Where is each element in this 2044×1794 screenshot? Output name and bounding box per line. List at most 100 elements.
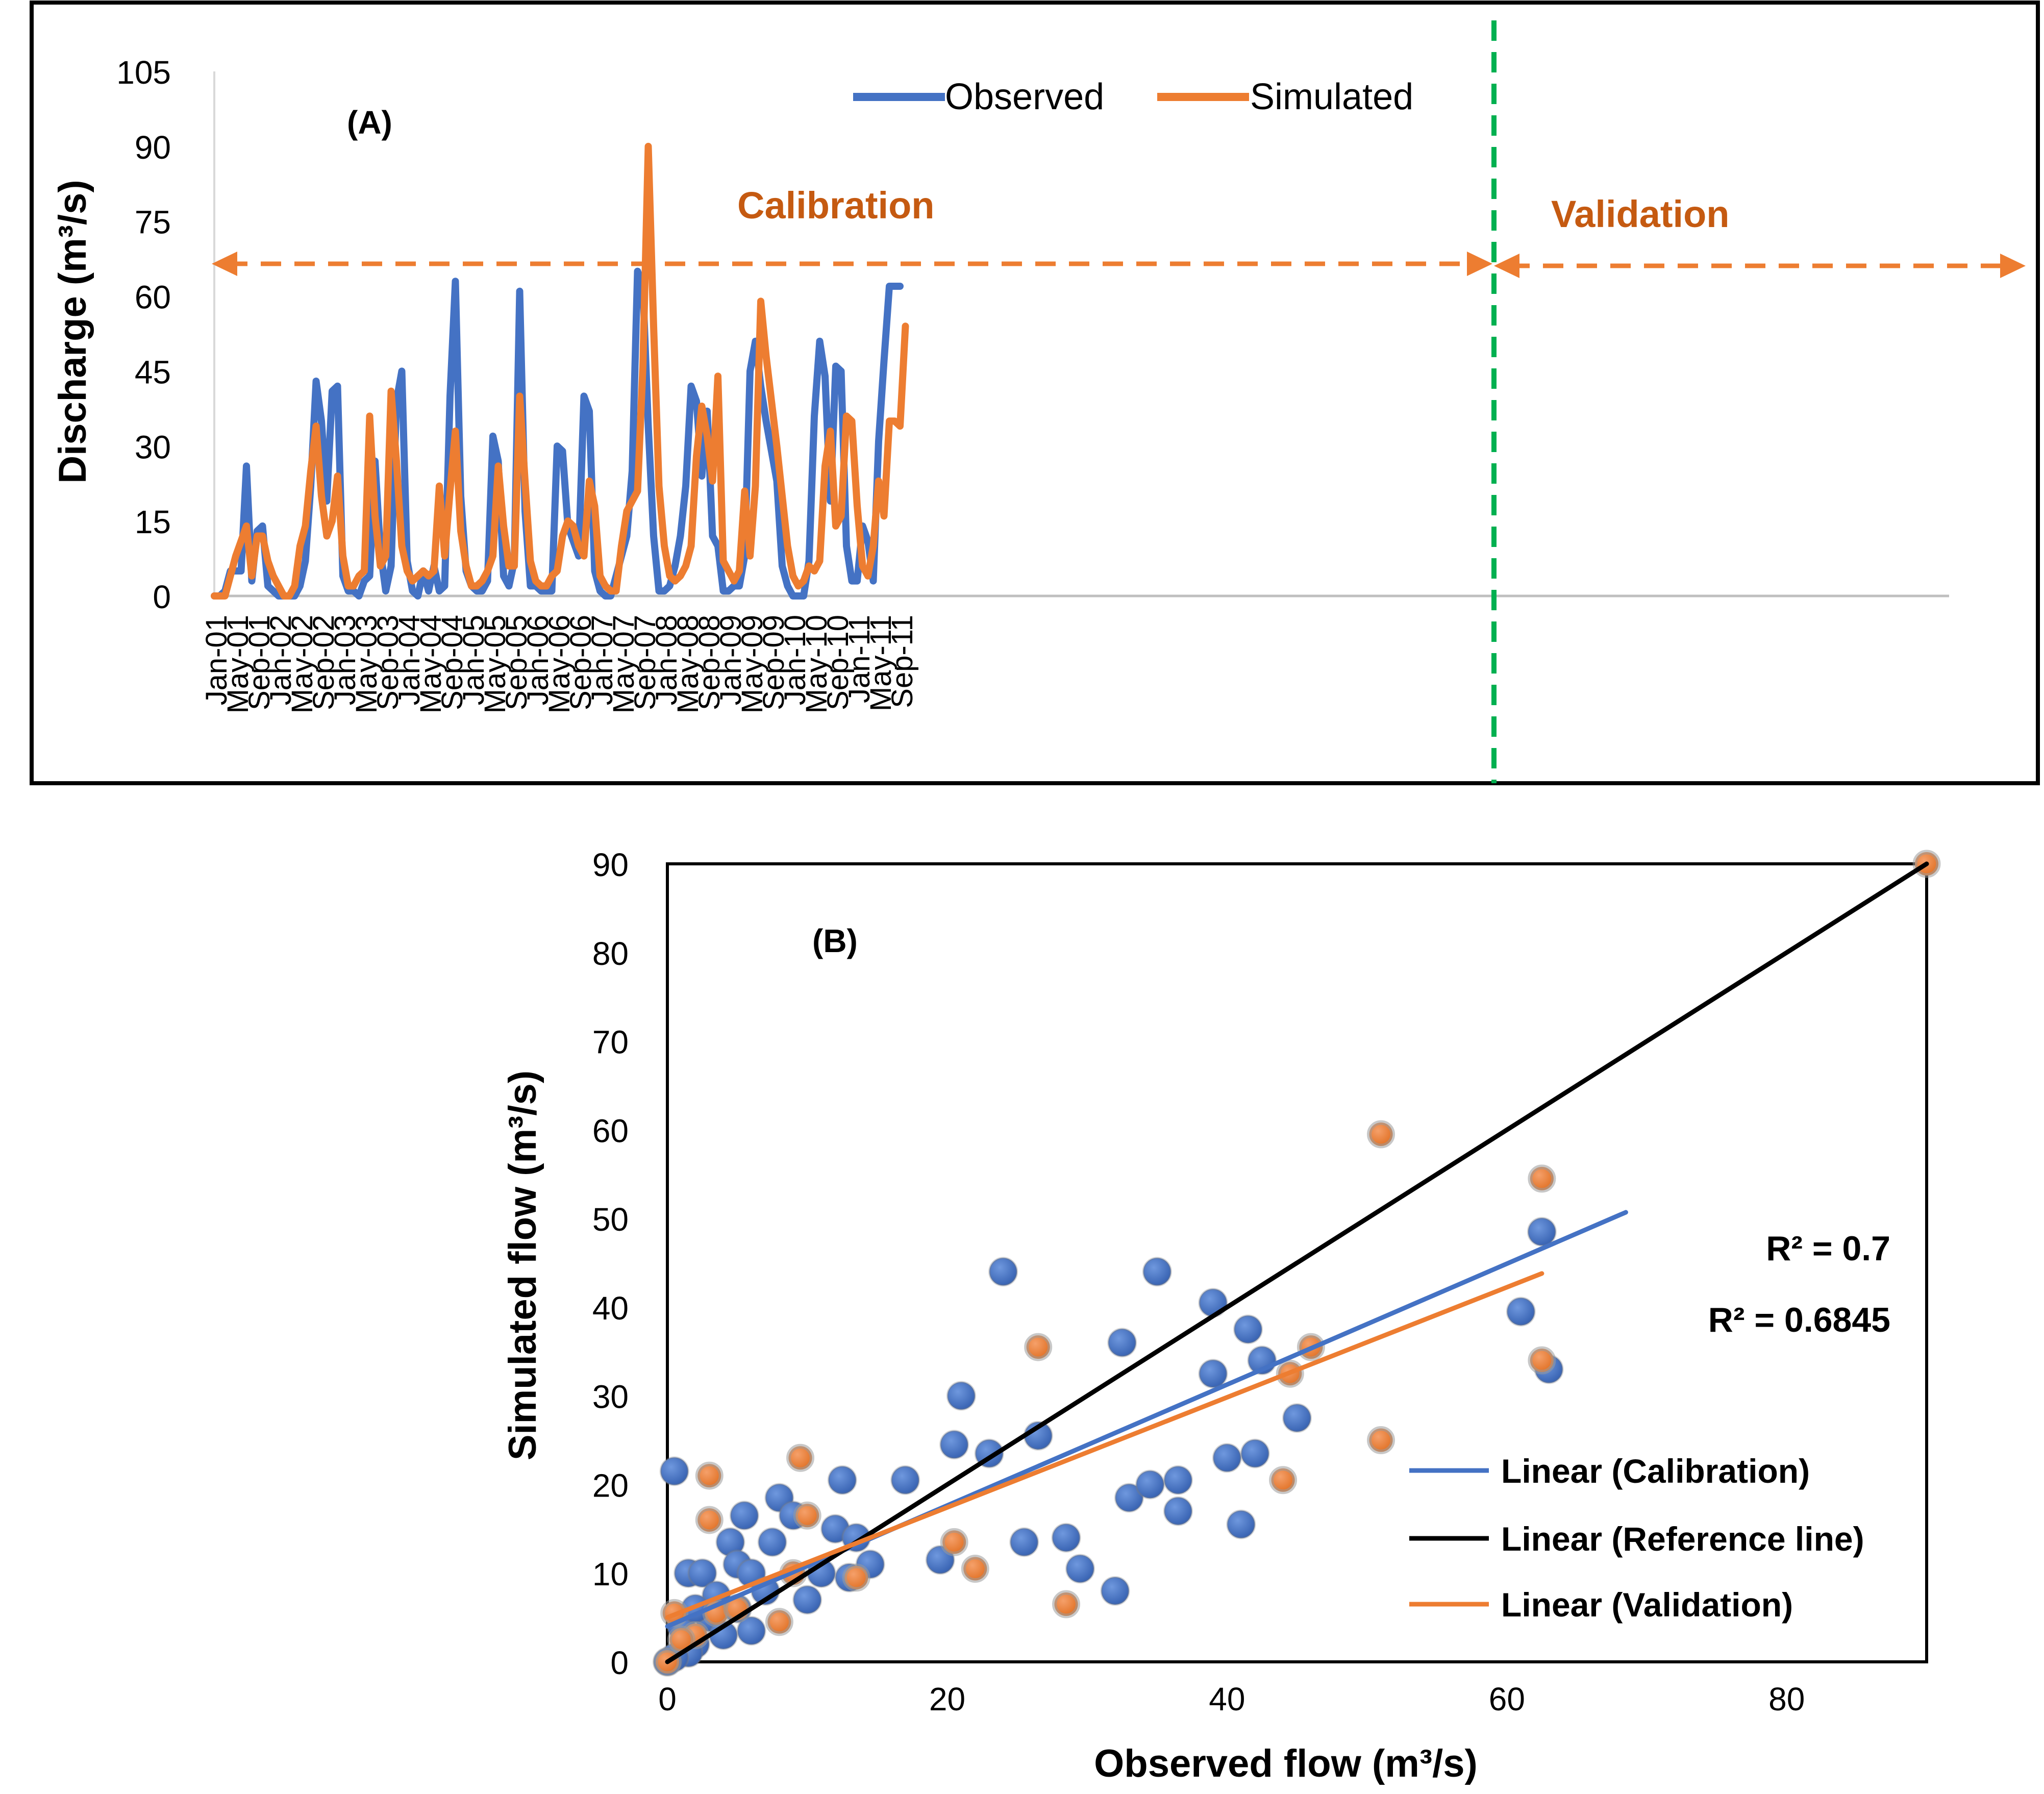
calibration-point [736,1616,766,1646]
panel-a-x-tick-label: May-01 [221,615,255,713]
calibration-point [1163,1496,1193,1526]
panel-b-y-tick-label: 30 [592,1379,629,1415]
panel-b-y-tick-label: 10 [592,1556,629,1592]
calibration-point [1240,1438,1270,1468]
panel-b: (B) 0 10 20 30 40 50 60 70 80 90 0 20 40 60 80 Observ… [501,846,1941,1785]
validation-point [1367,1120,1395,1149]
panel-a-x-tick-label: May-06 [543,615,576,713]
validation-point [765,1608,793,1636]
legend-simulated-label: Simulated [1250,77,1413,117]
panel-a-x-tick-label: May-08 [671,615,705,713]
panel-b-y-tick-label: 40 [592,1290,629,1327]
calibration-point [757,1527,787,1557]
calibration-point [988,1257,1018,1287]
calibration-point [1100,1576,1130,1606]
panel-a-x-tick-label: Jan-10 [779,615,812,705]
validation-annotation: Validation [1551,193,1730,235]
validation-point [695,1506,724,1534]
panel-a-x-tick-label: Jan-11 [843,615,876,703]
legend-reference-label: Linear (Reference line) [1501,1520,1864,1558]
calibration-point [687,1558,717,1588]
panel-a-x-tick-label: May-05 [479,615,512,713]
calibration-point [1135,1469,1165,1500]
panel-b-label: (B) [812,923,858,959]
panel-b-y-tick-label: 80 [592,935,629,972]
calibration-points [653,1217,1564,1677]
panel-a-x-tick-label: Jan-04 [393,615,426,705]
reference-trendline [665,861,1929,1664]
panel-a-x-tick-label: Sep-05 [500,615,533,710]
panel-b-legend: Linear (Calibration) Linear (Reference l… [1409,1452,1864,1624]
calibration-point [792,1585,822,1615]
panel-b-x-tick-label: 60 [1489,1681,1525,1717]
calibration-point [1226,1509,1256,1539]
calibration-point [1212,1443,1242,1473]
validation-point [1024,1333,1053,1361]
panel-a: (A) Discharge (m³/s) 0 15 30 45 60 75 90 105 Ja… [30,1,2040,785]
panel-a-y-tick-label: 15 [135,504,171,540]
validation-points [653,850,1941,1676]
panel-a-x-tick-label: Jan-08 [650,615,683,705]
panel-a-x-tick-label: Sep-09 [757,615,790,710]
panel-b-x-tick-label: 0 [658,1681,677,1717]
panel-a-x-tick-label: Sep-11 [886,615,919,708]
panel-b-x-tick-label: 40 [1209,1681,1245,1717]
panel-a-y-tick-label: 105 [116,54,171,91]
panel-a-x-tick-label: May-07 [607,615,640,713]
r2-validation-label: R² = 0.6845 [1708,1301,1890,1339]
panel-a-label: (A) [347,104,392,141]
panel-b-x-tick-label: 20 [929,1681,965,1717]
calibration-point [1282,1403,1312,1433]
validation-point [1528,1164,1556,1193]
panel-a-y-axis-label: Discharge (m³/s) [51,180,94,484]
trendlines [665,861,1929,1664]
validation-point [842,1563,870,1592]
panel-a-x-tick-label: Jan-07 [586,615,619,705]
calibration-point [890,1465,920,1495]
panel-a-x-tick-label: Jan-09 [714,615,747,705]
validation-point [1528,1346,1556,1375]
panel-a-x-tick-label: May-02 [286,615,319,713]
calibration-point [1233,1314,1263,1344]
calibration-point [1527,1217,1557,1247]
calibration-point [827,1465,857,1495]
panel-a-y-tick-label: 0 [153,579,171,615]
validation-point [1269,1466,1298,1494]
panel-a-x-tick-label: May-03 [350,615,383,713]
calibration-point [1009,1527,1039,1557]
validation-point [793,1501,821,1530]
panel-a-y-tick-label: 90 [135,129,171,166]
calibration-point [729,1501,759,1531]
calibration-point [946,1381,976,1411]
observed-series-line [211,267,904,600]
calibration-point [1107,1328,1137,1358]
calibration-trendline [665,1210,1628,1629]
panel-a-x-tick-label: Sep-07 [629,615,662,710]
panel-b-y-tick-label: 0 [610,1645,629,1681]
validation-point [940,1528,968,1556]
panel-b-y-tick-label: 50 [592,1201,629,1238]
legend-observed-label: Observed [945,77,1104,117]
panel-a-y-tick-label: 30 [135,429,171,465]
calibration-point [1051,1523,1081,1553]
panel-a-x-tick-label: May-04 [414,615,447,713]
panel-a-x-tick-label: Jan-01 [200,615,233,705]
validation-point [786,1443,815,1472]
panel-a-x-tick-label: Jan-06 [521,615,555,705]
panel-b-y-tick-label: 90 [592,846,629,883]
calibration-arrow [212,252,1492,276]
panel-b-y-tick-label: 60 [592,1112,629,1149]
panel-a-x-tick-label: Sep-08 [693,615,726,710]
validation-point [1052,1590,1081,1618]
panel-a-x-tick-label: May-11 [864,615,898,711]
validation-point [695,1461,724,1490]
calibration-point [1198,1359,1228,1389]
panel-b-y-ticks: 0 10 20 30 40 50 60 70 80 90 [592,846,629,1681]
r2-calibration-label: R² = 0.7 [1766,1229,1890,1268]
legend-calibration-label: Linear (Calibration) [1501,1452,1810,1490]
panel-a-x-tick-label: Sep-01 [243,615,276,710]
calibration-point [1142,1257,1172,1287]
panel-b-y-tick-label: 20 [592,1467,629,1504]
panel-a-x-tick-label: Sep-10 [821,615,855,710]
